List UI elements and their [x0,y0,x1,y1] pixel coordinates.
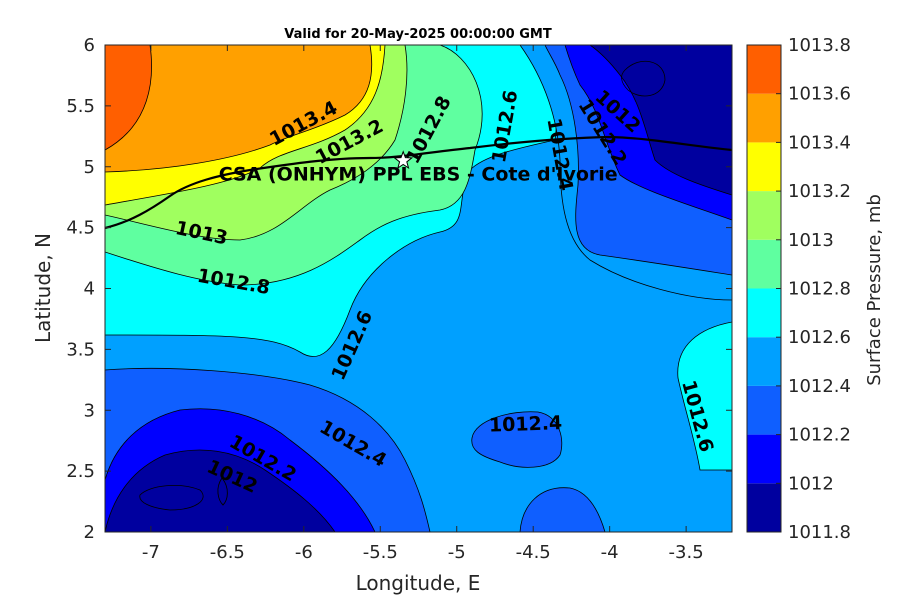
x-tick-label: -5.5 [363,542,398,563]
y-tick-label: 2.5 [66,461,95,482]
x-tick-label: -6 [295,542,313,563]
y-tick-label: 2 [84,522,95,543]
x-axis: -7 -6.5 -6 -5.5 -5 -4.5 -4 -3.5 [142,45,704,563]
colorbar-tick-label: 1013.2 [788,181,851,202]
colorbar-tick-label: 1011.8 [788,522,851,543]
x-tick-label: -3.5 [669,542,704,563]
y-tick-label: 5 [84,157,95,178]
contour-band-se-1012-2 [519,487,606,532]
colorbar-swatch [747,434,781,484]
colorbar-swatch [747,337,781,386]
colorbar-tick-label: 1012.4 [788,376,851,397]
colorbar-tick-label: 1013.6 [788,84,851,105]
colorbar: 1011.8 1012 1012.2 1012.4 1012.6 1012.8 1013 10… [746,35,851,543]
colorbar-swatch [747,93,781,143]
x-tick-label: -7 [142,542,160,563]
colorbar-label: Surface Pressure, mb [864,194,885,386]
colorbar-swatch [747,483,781,532]
colorbar-swatch [747,191,781,240]
contour-label: 1012.4 [489,412,563,437]
y-tick-label: 4 [84,279,95,300]
x-tick-label: -5 [448,542,466,563]
y-axis-label: Latitude, N [31,233,55,343]
colorbar-tick-label: 1013.8 [788,35,851,56]
colorbar-swatch [747,239,781,289]
contour-band-ne-1011-8 [589,45,732,196]
colorbar-swatch [747,142,781,192]
x-tick-label: -4.5 [516,542,551,563]
colorbar-swatch [747,45,781,94]
site-star-icon [393,150,414,170]
contour-band-1012-6-east [677,321,732,471]
contour-band-sc-1012-2 [471,411,563,468]
x-tick-label: -6.5 [210,542,245,563]
contour-tiny-loop-sw [217,477,228,506]
colorbar-tick-label: 1013 [788,230,834,251]
colorbar-tick-label: 1012.8 [788,279,851,300]
colorbar-tick-label: 1012.6 [788,327,851,348]
x-tick-label: -4 [601,542,619,563]
contour-map [105,45,732,532]
y-tick-label: 3.5 [66,339,95,360]
colorbar-tick-label: 1012.2 [788,425,851,446]
y-tick-label: 4.5 [66,218,95,239]
contour-band-sw-1011-8 [105,449,336,532]
y-tick-label: 6 [84,35,95,56]
colorbar-tick-label: 1012 [788,473,834,494]
x-axis-label: Longitude, E [356,571,481,595]
colorbar-swatch [747,288,781,338]
contour-band-1013-4 [105,45,373,173]
contour-small-closed-ne [621,61,666,97]
colorbar-swatch [747,385,781,435]
y-axis: 2 2.5 3 3.5 4 4.5 5 5.5 6 [66,35,732,543]
y-tick-label: 5.5 [66,96,95,117]
colorbar-tick-label: 1013.4 [788,132,851,153]
coastline [105,135,732,230]
chart-title: Valid for 20-May-2025 00:00:00 GMT [284,27,552,42]
contour-small-closed-sw [139,485,204,511]
y-tick-label: 3 [84,400,95,421]
site-label: CSA (ONHYM) PPL EBS - Cote d'Ivorie [219,164,618,186]
